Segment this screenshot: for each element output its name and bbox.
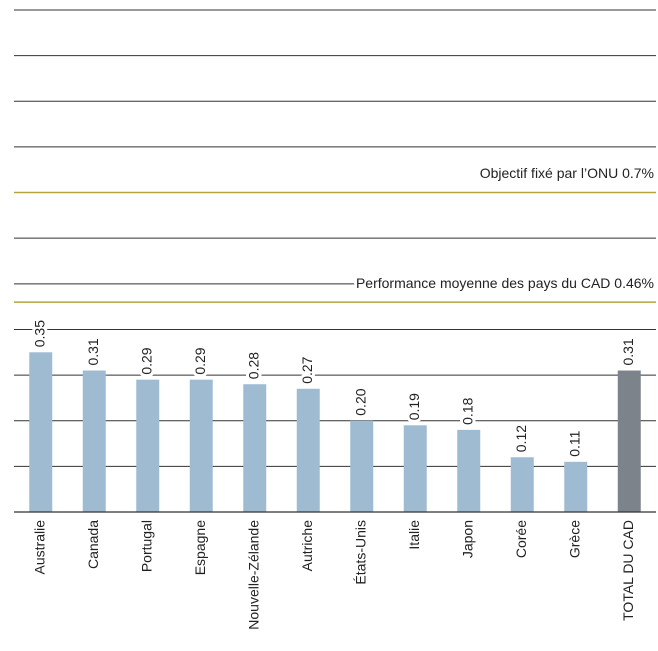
reference-label: Performance moyenne des pays du CAD 0.46… <box>356 275 654 291</box>
reference-label: Objectif fixé par l’ONU 0.7% <box>480 165 654 181</box>
value-label: 0.19 <box>406 393 422 420</box>
bar <box>82 370 106 512</box>
bar <box>29 352 53 512</box>
bar <box>296 388 320 512</box>
value-label: 0.31 <box>620 338 636 365</box>
x-tick-label: Corée <box>513 520 529 558</box>
value-label: 0.29 <box>138 347 154 374</box>
value-label: 0.29 <box>192 347 208 374</box>
x-tick-label: Australie <box>31 520 47 575</box>
value-label: 0.20 <box>352 388 368 415</box>
x-tick-label: Portugal <box>138 520 154 572</box>
x-tick-label: Japon <box>459 520 475 558</box>
bar <box>243 384 267 512</box>
x-tick-label: Espagne <box>192 520 208 575</box>
bar <box>457 429 481 512</box>
x-tick-label: Nouvelle-Zélande <box>245 520 261 630</box>
value-label: 0.27 <box>299 356 315 383</box>
bar <box>564 461 588 512</box>
x-tick-label: TOTAL DU CAD <box>620 520 636 621</box>
x-tick-label: États-Unis <box>352 520 368 585</box>
x-tick-label: Grèce <box>566 520 582 558</box>
value-label: 0.35 <box>31 320 47 347</box>
bar <box>510 457 534 512</box>
value-label: 0.28 <box>245 352 261 379</box>
bar <box>403 425 427 512</box>
value-label: 0.31 <box>85 338 101 365</box>
value-label: 0.18 <box>459 397 475 424</box>
bar <box>189 379 213 512</box>
value-label: 0.12 <box>513 425 529 452</box>
x-tick-label: Autriche <box>299 520 315 572</box>
bar <box>617 370 641 512</box>
value-label: 0.11 <box>566 430 582 456</box>
bar <box>350 420 374 512</box>
x-tick-label: Italie <box>406 520 422 550</box>
bar <box>136 379 160 512</box>
x-tick-label: Canada <box>85 520 101 569</box>
